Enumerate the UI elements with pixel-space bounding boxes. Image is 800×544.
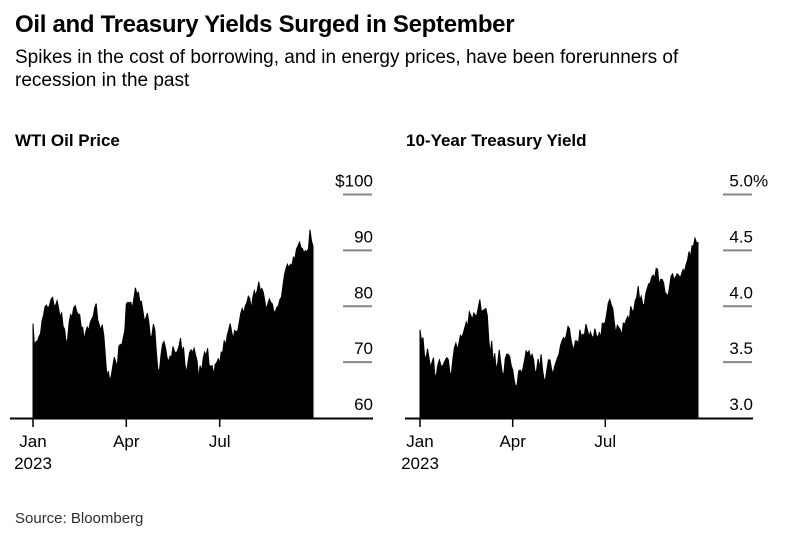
y-axis-label: 4.5 xyxy=(729,227,753,246)
area-series xyxy=(32,229,314,419)
x-axis-label: Jan xyxy=(406,432,433,451)
chart-title-10-year-treasury-yield: 10-Year Treasury Yield xyxy=(406,131,587,150)
subtitle-line-1: Spikes in the cost of borrowing, and in … xyxy=(15,47,679,68)
x-axis-label: Apr xyxy=(113,432,140,451)
y-axis-label: 3.0 xyxy=(729,395,753,414)
figure-subtitle: Spikes in the cost of borrowing, and in … xyxy=(15,46,678,92)
x-axis-label: Apr xyxy=(499,432,526,451)
area-series xyxy=(419,236,699,419)
x-axis-year-label: 2023 xyxy=(401,454,439,473)
y-axis-label: 3.5 xyxy=(729,339,753,358)
source-note: Source: Bloomberg xyxy=(15,510,144,527)
y-axis-label: 70 xyxy=(354,339,373,358)
y-axis-label: 60 xyxy=(354,395,373,414)
y-axis-label-suffix: % xyxy=(753,172,768,191)
y-axis-label: 5.0 xyxy=(729,172,753,191)
y-axis-label: 4.0 xyxy=(729,283,753,302)
x-axis-label: Jul xyxy=(209,432,231,451)
y-axis-label: 90 xyxy=(354,227,373,246)
x-axis-year-label: 2023 xyxy=(14,454,52,473)
figure-title: Oil and Treasury Yields Surged in Septem… xyxy=(15,11,515,38)
chart-title-wti-oil-price: WTI Oil Price xyxy=(15,131,120,150)
y-axis-label: 80 xyxy=(354,283,373,302)
y-axis-label: $100 xyxy=(335,172,373,191)
x-axis-label: Jan xyxy=(19,432,46,451)
subtitle-line-2: recession in the past xyxy=(15,70,190,91)
x-axis-label: Jul xyxy=(594,432,616,451)
